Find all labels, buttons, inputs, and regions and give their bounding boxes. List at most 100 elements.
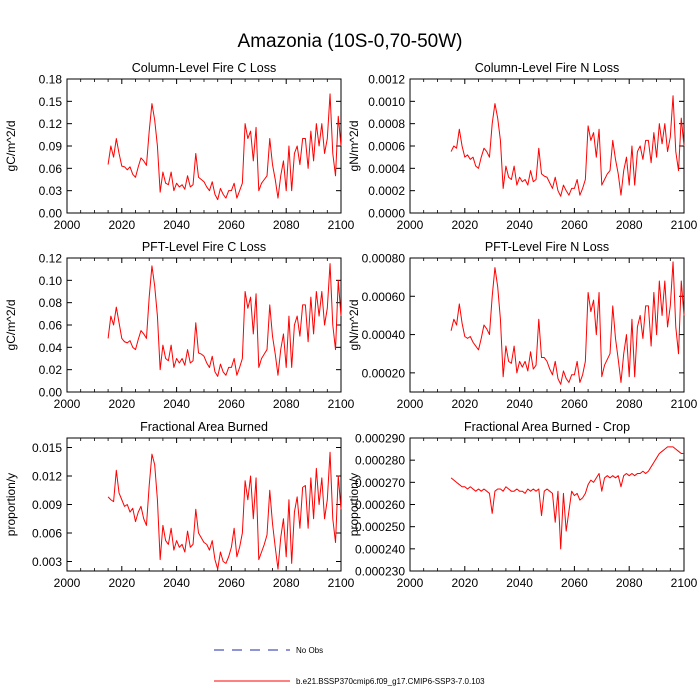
x-tick-label: 2040 (506, 397, 533, 411)
x-tick-label: 2080 (616, 218, 643, 232)
chart-panel: Fractional Area Burned - Crop proportion/… (347, 420, 698, 590)
legend: No Obs b.e21.BSSP370cmip6.f09_g17.CMIP6-… (214, 646, 485, 686)
x-tick-label: 2040 (163, 218, 190, 232)
chart-panel: Column-Level Fire C Loss gC/m^2/d 2000 2020… (4, 61, 355, 232)
y-tick-label: 0.0002 (368, 184, 405, 198)
y-tick-label: 0.0012 (368, 73, 405, 87)
y-tick-label: 0.000230 (355, 565, 405, 579)
y-tick-label: 0.15 (39, 95, 63, 109)
y-tick-label: 0.0010 (368, 95, 405, 109)
panel-title: PFT-Level Fire N Loss (485, 240, 609, 254)
y-tick-label: 0.015 (32, 441, 62, 455)
x-tick-label: 2020 (451, 576, 478, 590)
chart-panel: PFT-Level Fire N Loss gN/m^2/d 2000 2020 204… (347, 240, 698, 411)
x-tick-label: 2000 (397, 576, 424, 590)
legend-model-label: b.e21.BSSP370cmip6.f09_g17.CMIP6-SSP3-7.… (296, 677, 485, 686)
x-tick-label: 2040 (163, 576, 190, 590)
x-tick-label: 2000 (54, 218, 81, 232)
y-tick-label: 0.12 (39, 252, 63, 266)
panel-title: Fractional Area Burned (140, 420, 268, 434)
y-tick-label: 0.000240 (355, 542, 405, 556)
y-tick-label: 0.02 (39, 363, 63, 377)
x-tick-label: 2080 (273, 218, 300, 232)
x-tick-label: 2100 (671, 218, 698, 232)
x-tick-label: 2080 (616, 576, 643, 590)
y-tick-label: 0.0000 (368, 207, 405, 221)
y-tick-label: 0.000250 (355, 520, 405, 534)
series-line (107, 263, 342, 377)
y-tick-label: 0.003 (32, 555, 62, 569)
legend-obs-label: No Obs (296, 646, 323, 655)
y-tick-label: 0.06 (39, 162, 63, 176)
x-tick-label: 2000 (54, 397, 81, 411)
x-tick-label: 2000 (397, 218, 424, 232)
x-tick-label: 2000 (397, 397, 424, 411)
plot-frame (66, 437, 342, 572)
y-tick-label: 0.00080 (362, 252, 406, 266)
y-tick-label: 0.04 (39, 341, 63, 355)
y-tick-label: 0.03 (39, 184, 63, 198)
y-axis-label: gC/m^2/d (4, 121, 18, 172)
series-line (107, 451, 342, 570)
y-tick-label: 0.00060 (362, 290, 406, 304)
x-tick-label: 2060 (561, 576, 588, 590)
panel-title: Column-Level Fire C Loss (132, 61, 277, 75)
series-line (450, 261, 685, 385)
x-tick-label: 2060 (218, 397, 245, 411)
y-tick-label: 0.000260 (355, 498, 405, 512)
x-tick-label: 2040 (506, 576, 533, 590)
y-tick-label: 0.10 (39, 274, 63, 288)
x-tick-label: 2000 (54, 576, 81, 590)
y-tick-label: 0.00020 (362, 366, 406, 380)
y-tick-label: 0.000290 (355, 432, 405, 446)
x-tick-label: 2040 (506, 218, 533, 232)
chart-panel: PFT-Level Fire C Loss gC/m^2/d 2000 2020 204… (4, 240, 355, 411)
series-line (107, 93, 342, 201)
series-line (450, 95, 685, 197)
panel-title: PFT-Level Fire C Loss (142, 240, 266, 254)
y-axis-label: gN/m^2/d (347, 300, 361, 351)
y-axis-label: proportion/y (347, 473, 361, 536)
figure-title: Amazonia (10S-0,70-50W) (238, 31, 463, 52)
plot-frame (409, 437, 685, 572)
y-axis-label: gN/m^2/d (347, 121, 361, 172)
y-tick-label: 0.000280 (355, 454, 405, 468)
x-tick-label: 2060 (561, 397, 588, 411)
x-tick-label: 2060 (218, 576, 245, 590)
plot-frame (409, 78, 685, 214)
y-tick-label: 0.006 (32, 527, 62, 541)
y-tick-label: 0.000270 (355, 476, 405, 490)
x-tick-label: 2080 (273, 397, 300, 411)
x-tick-label: 2060 (561, 218, 588, 232)
y-tick-label: 0.0006 (368, 140, 405, 154)
y-tick-label: 0.012 (32, 470, 62, 484)
x-tick-label: 2040 (163, 397, 190, 411)
x-tick-label: 2020 (451, 397, 478, 411)
y-tick-label: 0.0008 (368, 117, 405, 131)
x-tick-label: 2100 (328, 576, 355, 590)
y-tick-label: 0.00 (39, 386, 63, 400)
x-tick-label: 2100 (328, 218, 355, 232)
y-axis-label: proportion/y (4, 473, 18, 536)
y-tick-label: 0.12 (39, 117, 63, 131)
y-tick-label: 0.009 (32, 498, 62, 512)
panels: Column-Level Fire C Loss gC/m^2/d 2000 2020… (4, 61, 698, 590)
plot-frame (66, 257, 342, 393)
y-tick-label: 0.09 (39, 140, 63, 154)
x-tick-label: 2020 (108, 397, 135, 411)
plot-frame (66, 78, 342, 214)
y-axis-label: gC/m^2/d (4, 300, 18, 351)
y-tick-label: 0.06 (39, 319, 63, 333)
x-tick-label: 2100 (671, 397, 698, 411)
chart-panel: Column-Level Fire N Loss gN/m^2/d 2000 2020… (347, 61, 698, 232)
y-tick-label: 0.08 (39, 296, 63, 310)
panel-title: Fractional Area Burned - Crop (464, 420, 630, 434)
chart-panel: Fractional Area Burned proportion/y 2000 20… (4, 420, 355, 590)
x-tick-label: 2080 (273, 576, 300, 590)
x-tick-label: 2020 (108, 218, 135, 232)
x-tick-label: 2100 (671, 576, 698, 590)
y-tick-label: 0.0004 (368, 162, 405, 176)
y-tick-label: 0.18 (39, 73, 63, 87)
y-tick-label: 0.00040 (362, 328, 406, 342)
